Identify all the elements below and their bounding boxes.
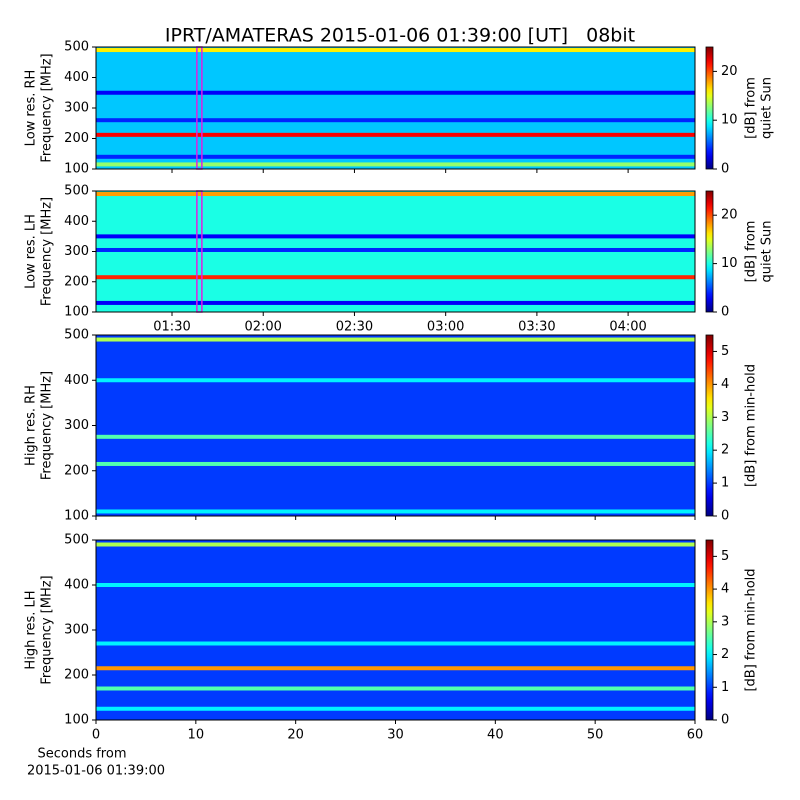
frequency-band xyxy=(96,132,695,137)
y-axis-label: Frequency [MHz] xyxy=(40,371,55,480)
y-tick-label: 100 xyxy=(64,162,89,177)
x-tick-label: 04:00 xyxy=(609,320,646,335)
colorbar-tick-label: 10 xyxy=(721,113,738,128)
x-tick-label: 60 xyxy=(687,728,704,743)
colorbar-tick-label: 10 xyxy=(721,256,738,271)
y-tick-label: 500 xyxy=(64,328,89,343)
colorbar-label: [dB] from min-hold xyxy=(744,568,759,691)
frequency-band xyxy=(96,461,695,466)
colorbar-tick-label: 5 xyxy=(721,549,729,564)
colorbar-label: quiet Sun xyxy=(760,220,775,282)
colorbar-tick-label: 20 xyxy=(721,64,738,79)
frequency-band xyxy=(96,300,695,305)
x-tick-label: 03:30 xyxy=(518,320,555,335)
y-tick-label: 500 xyxy=(64,533,89,548)
x-axis-label: 2015-01-06 01:39:00 xyxy=(27,764,165,779)
frequency-band xyxy=(96,666,695,671)
y-tick-label: 400 xyxy=(64,214,89,229)
x-tick-label: 20 xyxy=(287,728,304,743)
spectrogram-background xyxy=(96,335,695,516)
y-tick-label: 300 xyxy=(64,244,89,259)
colorbar-label: [dB] from xyxy=(744,77,759,139)
x-tick-label: 10 xyxy=(188,728,205,743)
colorbar-tick-label: 0 xyxy=(721,509,729,524)
frequency-band xyxy=(96,162,695,167)
frequency-band xyxy=(96,542,695,547)
frequency-band xyxy=(96,641,695,646)
colorbar-label: [dB] from min-hold xyxy=(744,364,759,487)
colorbar-tick-label: 5 xyxy=(721,344,729,359)
colorbar-tick-label: 2 xyxy=(721,443,729,458)
x-tick-label: 02:30 xyxy=(336,320,373,335)
y-tick-label: 400 xyxy=(64,578,89,593)
y-axis-label: Frequency [MHz] xyxy=(40,53,55,162)
frequency-band xyxy=(96,118,695,123)
spectrogram-background xyxy=(96,540,695,720)
colorbar-tick-label: 1 xyxy=(721,476,729,491)
x-tick-label: 40 xyxy=(487,728,504,743)
y-tick-label: 200 xyxy=(64,463,89,478)
x-axis-label: Seconds from xyxy=(37,747,126,762)
x-tick-label: 50 xyxy=(587,728,604,743)
frequency-band xyxy=(96,337,695,342)
frequency-band xyxy=(96,509,695,514)
colorbar-tick-label: 4 xyxy=(721,582,729,597)
y-tick-label: 200 xyxy=(64,131,89,146)
y-axis-label: Frequency [MHz] xyxy=(40,197,55,306)
x-tick-label: 01:30 xyxy=(153,320,190,335)
frequency-band xyxy=(96,686,695,691)
y-axis-label: High res. LH xyxy=(24,590,39,669)
colorbar-label: quiet Sun xyxy=(760,77,775,139)
frequency-band xyxy=(96,434,695,439)
y-axis-label: High res. RH xyxy=(24,385,39,466)
colorbar-tick-label: 1 xyxy=(721,680,729,695)
y-tick-label: 400 xyxy=(64,373,89,388)
y-tick-label: 300 xyxy=(64,418,89,433)
colorbar-tick-label: 3 xyxy=(721,614,729,629)
frequency-band xyxy=(96,247,695,252)
colorbar-tick-label: 0 xyxy=(721,162,729,177)
y-tick-label: 500 xyxy=(64,184,89,199)
y-axis-label: Frequency [MHz] xyxy=(40,575,55,684)
figure-title: IPRT/AMATERAS 2015-01-06 01:39:00 [UT] 0… xyxy=(165,25,635,47)
y-tick-label: 200 xyxy=(64,668,89,683)
colorbar xyxy=(705,334,714,517)
x-tick-label: 03:00 xyxy=(427,320,464,335)
colorbar-tick-label: 2 xyxy=(721,647,729,662)
colorbar xyxy=(705,539,714,721)
frequency-band xyxy=(96,275,695,280)
frequency-band xyxy=(96,378,695,383)
y-axis-label: Low res. LH xyxy=(24,214,39,289)
y-axis-label: Low res. RH xyxy=(24,70,39,147)
frequency-band xyxy=(96,154,695,159)
x-tick-label: 02:00 xyxy=(244,320,281,335)
spectrogram-background xyxy=(96,47,695,169)
colorbar xyxy=(705,46,714,170)
frequency-band xyxy=(96,90,695,95)
y-tick-label: 100 xyxy=(64,509,89,524)
y-tick-label: 500 xyxy=(64,40,89,55)
x-tick-label: 0 xyxy=(92,728,100,743)
frequency-band xyxy=(96,48,695,53)
frequency-band xyxy=(96,234,695,239)
y-tick-label: 200 xyxy=(64,274,89,289)
colorbar-tick-label: 0 xyxy=(721,713,729,728)
x-tick-label: 30 xyxy=(387,728,404,743)
y-tick-label: 100 xyxy=(64,713,89,728)
colorbar xyxy=(705,190,714,313)
colorbar-tick-label: 3 xyxy=(721,410,729,425)
colorbar-tick-label: 4 xyxy=(721,377,729,392)
y-tick-label: 300 xyxy=(64,623,89,638)
colorbar-label: [dB] from xyxy=(744,221,759,283)
frequency-band xyxy=(96,583,695,587)
frequency-band xyxy=(96,192,695,197)
colorbar-tick-label: 20 xyxy=(721,208,738,223)
y-tick-label: 400 xyxy=(64,70,89,85)
frequency-band xyxy=(96,706,695,711)
colorbar-tick-label: 0 xyxy=(721,305,729,320)
y-tick-label: 300 xyxy=(64,101,89,116)
y-tick-label: 100 xyxy=(64,305,89,320)
